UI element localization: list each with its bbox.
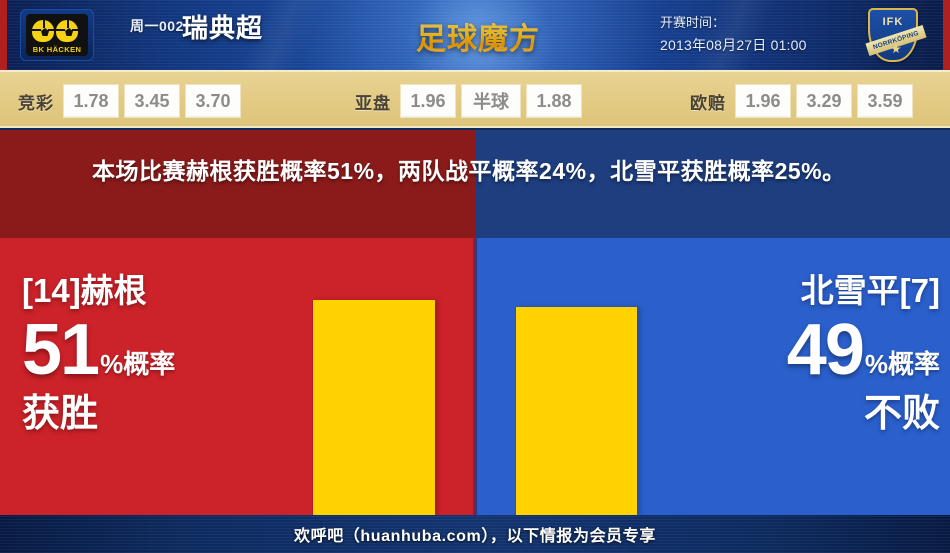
away-logo-band: NORRKÖPING xyxy=(865,25,927,56)
summary-text: 本场比赛赫根获胜概率51%，两队战平概率24%，北雪平获胜概率25%。 xyxy=(92,158,846,184)
home-percent-row: 51 %概率 xyxy=(22,314,307,386)
league-name: 瑞典超 xyxy=(182,13,264,43)
home-percent-value: 51 xyxy=(22,310,100,390)
away-outcome-label: 不败 xyxy=(863,393,940,435)
away-probability-bar xyxy=(516,307,637,515)
away-logo-initials: IFK xyxy=(882,16,904,28)
home-probability-bar xyxy=(313,300,435,515)
footer-promo-text: 欢呼吧（huanhuba.com），以下情报为会员专享 xyxy=(294,528,656,545)
home-percent-suffix: %概率 xyxy=(100,349,176,379)
summary-banner: 本场比赛赫根获胜概率51%，两队战平概率24%，北雪平获胜概率25%。 xyxy=(0,130,950,238)
away-team-name: 北雪平[7] xyxy=(800,272,940,309)
kickoff-info: 开赛时间： 2013年08月27日 01:00 xyxy=(660,12,807,56)
odds-value[interactable]: 1.96 xyxy=(735,84,791,118)
odds-value[interactable]: 3.45 xyxy=(124,84,180,118)
site-brand-logo: 足球魔方 xyxy=(408,14,548,58)
odds-group-yapan: 亚盘 1.96 半球 1.88 xyxy=(355,72,587,130)
away-percent-suffix: %概率 xyxy=(864,349,940,379)
home-stats: [14]赫根 51 %概率 获胜 xyxy=(22,270,307,438)
away-stats: 北雪平[7] 49 %概率 不败 xyxy=(655,270,940,438)
kickoff-time: 2013年08月27日 01:00 xyxy=(660,37,807,53)
banner-right-bg xyxy=(475,130,950,238)
away-percent-value: 49 xyxy=(786,310,865,390)
away-team-logo: IFK NORRKÖPING xyxy=(862,6,927,64)
odds-value[interactable]: 3.29 xyxy=(796,84,852,118)
football-icon xyxy=(54,18,81,44)
header-right-stripe xyxy=(943,0,950,70)
odds-value[interactable]: 1.96 xyxy=(400,84,456,118)
star-icon xyxy=(891,44,901,54)
panel-divider xyxy=(473,238,477,515)
home-logo-text: BK HÄCKEN xyxy=(32,45,82,54)
football-icon xyxy=(30,18,57,44)
kickoff-label: 开赛时间： xyxy=(660,15,726,30)
odds-group-label: 欧赔 xyxy=(690,93,726,113)
header-bar: BK HÄCKEN 周一002 瑞典超 足球魔方 开赛时间： 2013年08月2… xyxy=(0,0,950,70)
banner-left-bg xyxy=(0,130,475,238)
home-team-name: [14]赫根 xyxy=(22,272,147,309)
odds-group-label: 竞彩 xyxy=(18,93,54,113)
away-percent-row: 49 %概率 xyxy=(655,314,940,386)
home-logo-inner: BK HÄCKEN xyxy=(26,14,88,56)
odds-value[interactable]: 1.88 xyxy=(526,84,582,118)
away-logo-band-text: NORRKÖPING xyxy=(872,29,920,52)
shield-icon: IFK NORRKÖPING xyxy=(865,8,927,62)
home-outcome-label: 获胜 xyxy=(22,393,99,435)
footer-bar: 欢呼吧（huanhuba.com），以下情报为会员专享 xyxy=(0,515,950,553)
odds-group-label: 亚盘 xyxy=(355,93,391,113)
round-label: 周一002 xyxy=(130,18,184,34)
probability-comparison: [14]赫根 51 %概率 获胜 北雪平[7] 49 %概率 不败 xyxy=(0,238,950,515)
odds-value[interactable]: 1.78 xyxy=(63,84,119,118)
odds-value[interactable]: 3.70 xyxy=(185,84,241,118)
odds-handicap[interactable]: 半球 xyxy=(461,84,521,118)
odds-value[interactable]: 3.59 xyxy=(857,84,913,118)
home-team-logo: BK HÄCKEN xyxy=(20,9,94,61)
header-left-stripe xyxy=(0,0,7,70)
odds-bar: 竞彩 1.78 3.45 3.70 亚盘 1.96 半球 1.88 欧赔 1.9… xyxy=(0,70,950,128)
odds-group-jingcai: 竞彩 1.78 3.45 3.70 xyxy=(18,72,246,130)
odds-group-oupei: 欧赔 1.96 3.29 3.59 xyxy=(690,72,918,130)
